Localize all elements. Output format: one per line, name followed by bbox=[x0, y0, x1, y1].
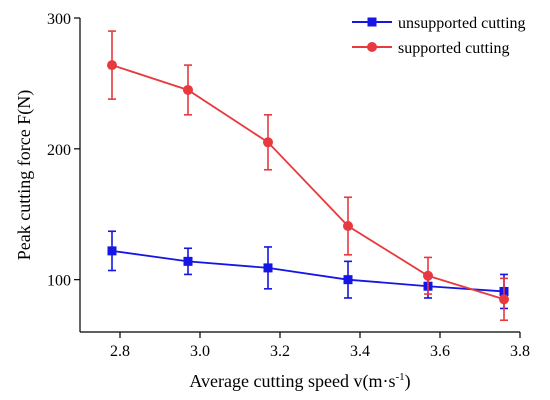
x-tick-label: 3.8 bbox=[510, 343, 530, 360]
series-line bbox=[111, 64, 505, 301]
data-point bbox=[107, 246, 117, 256]
legend-label-unsupported: unsupported cutting bbox=[398, 15, 526, 32]
legend-marker-supported bbox=[367, 42, 377, 52]
x-tick-label: 3.4 bbox=[350, 343, 370, 360]
y-tick-label: 200 bbox=[47, 142, 71, 159]
data-point bbox=[183, 84, 193, 95]
x-tick-label: 3.6 bbox=[430, 343, 450, 360]
legend: unsupported cutting supported cutting bbox=[352, 15, 526, 57]
y-tick-label: 300 bbox=[47, 11, 71, 28]
data-point bbox=[263, 263, 273, 273]
data-point bbox=[183, 256, 193, 266]
data-point bbox=[423, 270, 433, 281]
data-point bbox=[263, 137, 273, 148]
legend-label-supported: supported cutting bbox=[398, 40, 510, 57]
x-tick-label: 2.8 bbox=[110, 343, 130, 360]
y-axis-label: Peak cutting force F(N) bbox=[14, 90, 35, 260]
series-supported bbox=[107, 30, 509, 322]
y-tick-label: 100 bbox=[47, 273, 71, 290]
series-layer bbox=[107, 30, 509, 322]
data-point bbox=[499, 294, 509, 305]
data-point bbox=[107, 60, 117, 71]
x-axis-label-main: Average cutting speed v(m·s bbox=[189, 371, 395, 392]
legend-item-supported: supported cutting bbox=[352, 40, 510, 57]
x-axis-label: Average cutting speed v(m·s-1) bbox=[189, 371, 410, 392]
legend-item-unsupported: unsupported cutting bbox=[352, 15, 526, 32]
x-axis-label-superscript: -1 bbox=[395, 371, 404, 383]
x-tick-label: 3.2 bbox=[270, 343, 290, 360]
series-unsupported bbox=[107, 230, 509, 310]
data-point bbox=[343, 221, 353, 232]
data-point bbox=[343, 275, 353, 285]
x-axis-label-suffix: ) bbox=[405, 371, 411, 392]
y-ticks: 100 200 300 bbox=[47, 11, 80, 290]
x-ticks: 2.8 3.0 3.2 3.4 3.6 3.8 bbox=[110, 332, 530, 360]
legend-marker-unsupported bbox=[367, 17, 377, 27]
series-line bbox=[111, 249, 505, 293]
x-tick-label: 3.0 bbox=[190, 343, 210, 360]
